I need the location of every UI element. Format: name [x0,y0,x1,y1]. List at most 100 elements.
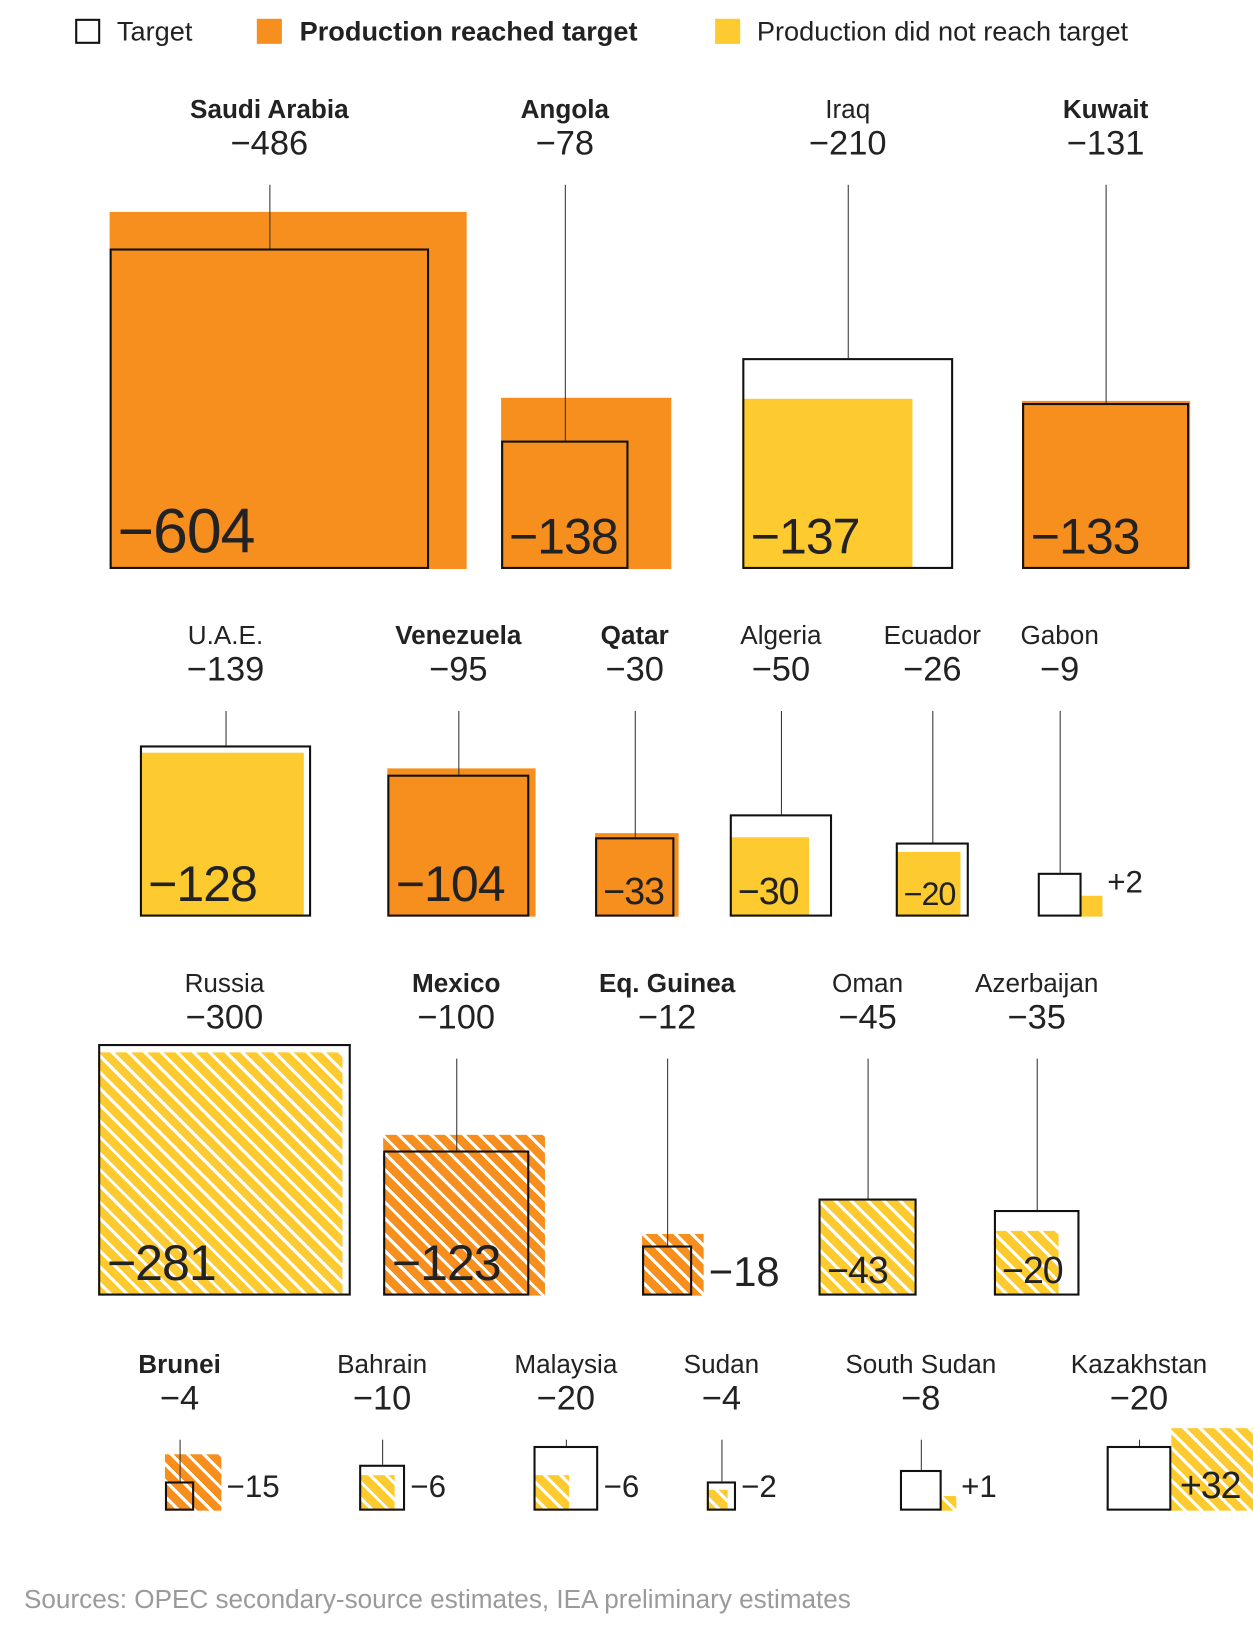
target-cut-label: −4 [159,1378,200,1417]
connector-line [1059,710,1061,874]
target-square [594,837,675,917]
target-square [900,1469,942,1511]
target-cut-label: −8 [901,1378,941,1417]
target-cut-label: −300 [185,997,264,1036]
legend-reached-label: Production reached target [299,15,638,47]
target-cut-label: −45 [838,997,897,1036]
target-cut-label: −10 [352,1378,412,1417]
country-name: Gabon [1020,621,1099,651]
production-square [706,1490,728,1511]
production-value-label: −104 [395,857,506,913]
connector-line [564,184,566,441]
legend-not-reached-label: Production did not reach target [756,15,1129,47]
connector-line [920,1439,922,1470]
country-name: Qatar [600,621,669,651]
target-square [1037,873,1082,917]
target-cut-label: −30 [605,649,664,688]
target-square [500,440,629,569]
country-name: Ecuador [883,621,981,651]
production-square [139,752,305,917]
legend-target-label: Target [116,15,193,47]
target-cut-label: −35 [1007,997,1066,1036]
country-name: South Sudan [845,1349,997,1380]
production-value-label: −30 [737,869,800,913]
connector-line [269,184,271,249]
production-value-label: −18 [708,1249,780,1296]
country-name: Brunei [138,1349,221,1380]
country-name: Iraq [825,95,871,125]
target-square [1106,1445,1172,1511]
production-value-label: −15 [226,1469,280,1505]
target-square [359,1464,406,1511]
country-name: Malaysia [514,1349,618,1380]
target-square [383,1150,529,1296]
production-value-label: −43 [827,1248,889,1292]
country-name: Oman [832,968,904,999]
production-square [387,768,536,917]
target-square [993,1209,1080,1296]
target-square [742,358,954,569]
production-square [1081,896,1102,917]
connector-line [780,710,782,814]
production-value-label: −138 [508,509,619,565]
target-square [109,248,430,569]
connector-line [225,710,227,746]
production-value-label: −20 [1002,1248,1064,1292]
target-square [706,1481,736,1511]
production-value-label: −281 [106,1236,217,1292]
country-name: Russia [184,968,265,999]
production-square [1171,1428,1253,1511]
target-cut-label: −12 [637,997,697,1036]
production-value-label: −20 [903,875,957,913]
target-cut-label: −131 [1066,123,1145,162]
connector-line [179,1439,181,1482]
connector-line [565,1439,567,1446]
country-name: Saudi Arabia [190,95,349,125]
target-square [818,1198,917,1296]
production-square [742,398,913,569]
production-value-label: −133 [1030,509,1141,565]
target-cut-label: −139 [186,649,265,688]
production-square [993,1230,1059,1296]
target-square [1022,402,1189,569]
production-square [533,1475,569,1511]
connector-line [1139,1439,1141,1446]
country-name: Venezuela [395,621,522,651]
country-name: Algeria [740,621,822,651]
production-square [383,1134,545,1296]
connector-line [382,1439,384,1465]
production-value-label: −2 [741,1469,777,1505]
country-name: U.A.E. [187,621,264,651]
source-note: Sources: OPEC secondary-source estimates… [24,1584,851,1615]
country-name: Kazakhstan [1070,1349,1208,1380]
production-value-label: −6 [603,1469,640,1505]
connector-line [458,710,460,775]
country-name: Azerbaijan [975,968,1099,999]
connector-line [1105,184,1107,403]
target-square [165,1481,195,1511]
production-value-label: −33 [603,869,665,913]
country-name: Bahrain [337,1349,428,1380]
country-name: Mexico [411,968,501,999]
connector-line [867,1058,869,1199]
target-cut-label: −26 [903,649,962,688]
target-cut-label: −486 [230,123,309,162]
legend-reached-swatch [256,18,282,44]
production-square [729,837,810,917]
target-cut-label: −4 [701,1378,742,1417]
target-cut-label: −95 [429,649,488,688]
connector-line [667,1058,669,1246]
connector-line [847,184,849,359]
target-square [387,774,530,917]
target-square [641,1245,693,1296]
connector-line [932,710,934,843]
production-square [641,1233,704,1296]
production-value-label: −137 [750,509,861,565]
connector-line [634,710,636,838]
target-cut-label: −20 [536,1378,596,1417]
production-square [98,1051,343,1296]
country-name: Kuwait [1062,95,1149,125]
target-cut-label: −50 [751,649,811,688]
connector-line [456,1058,458,1151]
